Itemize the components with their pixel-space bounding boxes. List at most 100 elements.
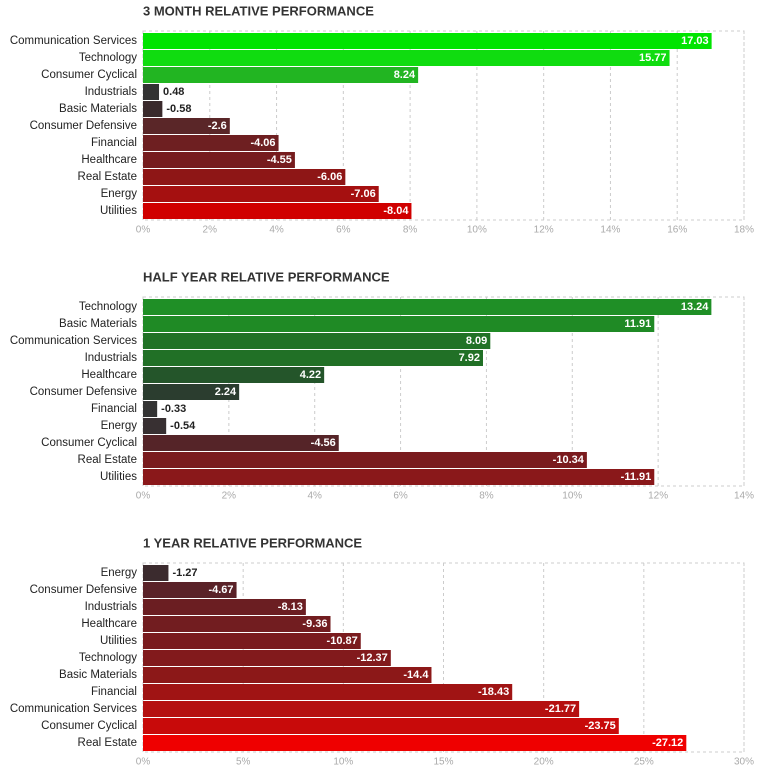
bar bbox=[143, 599, 306, 615]
category-label: Healthcare bbox=[81, 369, 137, 381]
x-tick-label: 8% bbox=[479, 491, 494, 502]
category-label: Utilities bbox=[100, 205, 137, 217]
x-tick-label: 12% bbox=[534, 225, 554, 236]
bar bbox=[143, 33, 712, 49]
bar bbox=[143, 667, 432, 683]
value-label: -21.77 bbox=[545, 703, 576, 715]
category-label: Basic Materials bbox=[59, 103, 137, 115]
category-label: Consumer Defensive bbox=[30, 120, 137, 132]
bar bbox=[143, 418, 167, 434]
bar bbox=[143, 684, 513, 700]
value-label: -4.67 bbox=[208, 584, 233, 596]
category-label: Technology bbox=[79, 652, 137, 664]
bar bbox=[143, 299, 712, 315]
x-tick-label: 5% bbox=[236, 757, 251, 768]
bar bbox=[143, 633, 361, 649]
value-label: -10.87 bbox=[327, 635, 358, 647]
chart-title: HALF YEAR RELATIVE PERFORMANCE bbox=[143, 269, 390, 284]
bar bbox=[143, 186, 379, 202]
value-label: -14.4 bbox=[403, 669, 429, 681]
value-label: -9.36 bbox=[302, 618, 327, 630]
bar bbox=[143, 701, 580, 717]
x-tick-label: 25% bbox=[634, 757, 654, 768]
category-label: Real Estate bbox=[78, 737, 137, 749]
category-label: Basic Materials bbox=[59, 669, 137, 681]
category-label: Communication Services bbox=[10, 35, 137, 47]
category-label: Financial bbox=[91, 403, 137, 415]
value-label: -12.37 bbox=[357, 652, 388, 664]
bar bbox=[143, 350, 483, 366]
bar bbox=[143, 135, 279, 151]
category-label: Industrials bbox=[85, 601, 138, 613]
bar bbox=[143, 582, 237, 598]
value-label: -0.58 bbox=[166, 103, 191, 115]
x-tick-label: 18% bbox=[734, 225, 754, 236]
value-label: 2.24 bbox=[215, 386, 237, 398]
x-tick-label: 14% bbox=[600, 225, 620, 236]
value-label: -11.91 bbox=[621, 471, 652, 483]
value-label: 17.03 bbox=[681, 35, 709, 47]
bar bbox=[143, 84, 160, 100]
category-label: Industrials bbox=[85, 86, 138, 98]
value-label: -0.33 bbox=[161, 403, 186, 415]
x-tick-label: 14% bbox=[734, 491, 754, 502]
bar bbox=[143, 101, 163, 117]
x-tick-label: 0% bbox=[136, 491, 151, 502]
category-label: Healthcare bbox=[81, 618, 137, 630]
x-tick-label: 10% bbox=[562, 491, 582, 502]
x-tick-label: 16% bbox=[667, 225, 687, 236]
x-tick-label: 2% bbox=[222, 491, 237, 502]
x-tick-label: 6% bbox=[336, 225, 351, 236]
value-label: -8.13 bbox=[278, 601, 303, 613]
bar bbox=[143, 169, 346, 185]
x-tick-label: 0% bbox=[136, 757, 151, 768]
value-label: -6.06 bbox=[317, 171, 342, 183]
category-label: Consumer Defensive bbox=[30, 386, 137, 398]
x-tick-label: 6% bbox=[393, 491, 408, 502]
value-label: -8.04 bbox=[383, 205, 409, 217]
value-label: 0.48 bbox=[163, 86, 184, 98]
x-tick-label: 12% bbox=[648, 491, 668, 502]
chart-title: 3 MONTH RELATIVE PERFORMANCE bbox=[143, 3, 374, 18]
category-label: Energy bbox=[101, 420, 138, 432]
category-label: Technology bbox=[79, 52, 137, 64]
bar bbox=[143, 401, 158, 417]
x-tick-label: 10% bbox=[333, 757, 353, 768]
category-label: Real Estate bbox=[78, 454, 137, 466]
value-label: 11.91 bbox=[624, 318, 651, 330]
x-tick-label: 10% bbox=[467, 225, 487, 236]
bar bbox=[143, 565, 169, 581]
value-label: 13.24 bbox=[681, 301, 709, 313]
bar bbox=[143, 118, 230, 134]
value-label: -7.06 bbox=[351, 188, 376, 200]
category-label: Utilities bbox=[100, 471, 137, 483]
value-label: -23.75 bbox=[585, 720, 616, 732]
category-label: Consumer Cyclical bbox=[41, 437, 137, 449]
value-label: -4.55 bbox=[267, 154, 292, 166]
chart-title: 1 YEAR RELATIVE PERFORMANCE bbox=[143, 535, 362, 550]
value-label: 4.22 bbox=[300, 369, 321, 381]
bar bbox=[143, 316, 655, 332]
category-label: Industrials bbox=[85, 352, 138, 364]
x-tick-label: 4% bbox=[269, 225, 284, 236]
category-label: Consumer Cyclical bbox=[41, 69, 137, 81]
value-label: -1.27 bbox=[172, 567, 197, 579]
value-label: 7.92 bbox=[459, 352, 480, 364]
bar bbox=[143, 50, 670, 66]
x-tick-label: 2% bbox=[203, 225, 218, 236]
category-label: Communication Services bbox=[10, 703, 137, 715]
category-label: Energy bbox=[101, 567, 138, 579]
category-label: Basic Materials bbox=[59, 318, 137, 330]
bar bbox=[143, 469, 655, 485]
category-label: Consumer Cyclical bbox=[41, 720, 137, 732]
bar bbox=[143, 384, 240, 400]
value-label: -4.56 bbox=[311, 437, 336, 449]
value-label: -4.06 bbox=[250, 137, 275, 149]
value-label: 8.24 bbox=[394, 69, 416, 81]
x-tick-label: 20% bbox=[534, 757, 554, 768]
bar bbox=[143, 452, 587, 468]
bar bbox=[143, 333, 491, 349]
x-tick-label: 30% bbox=[734, 757, 754, 768]
bar bbox=[143, 152, 295, 168]
